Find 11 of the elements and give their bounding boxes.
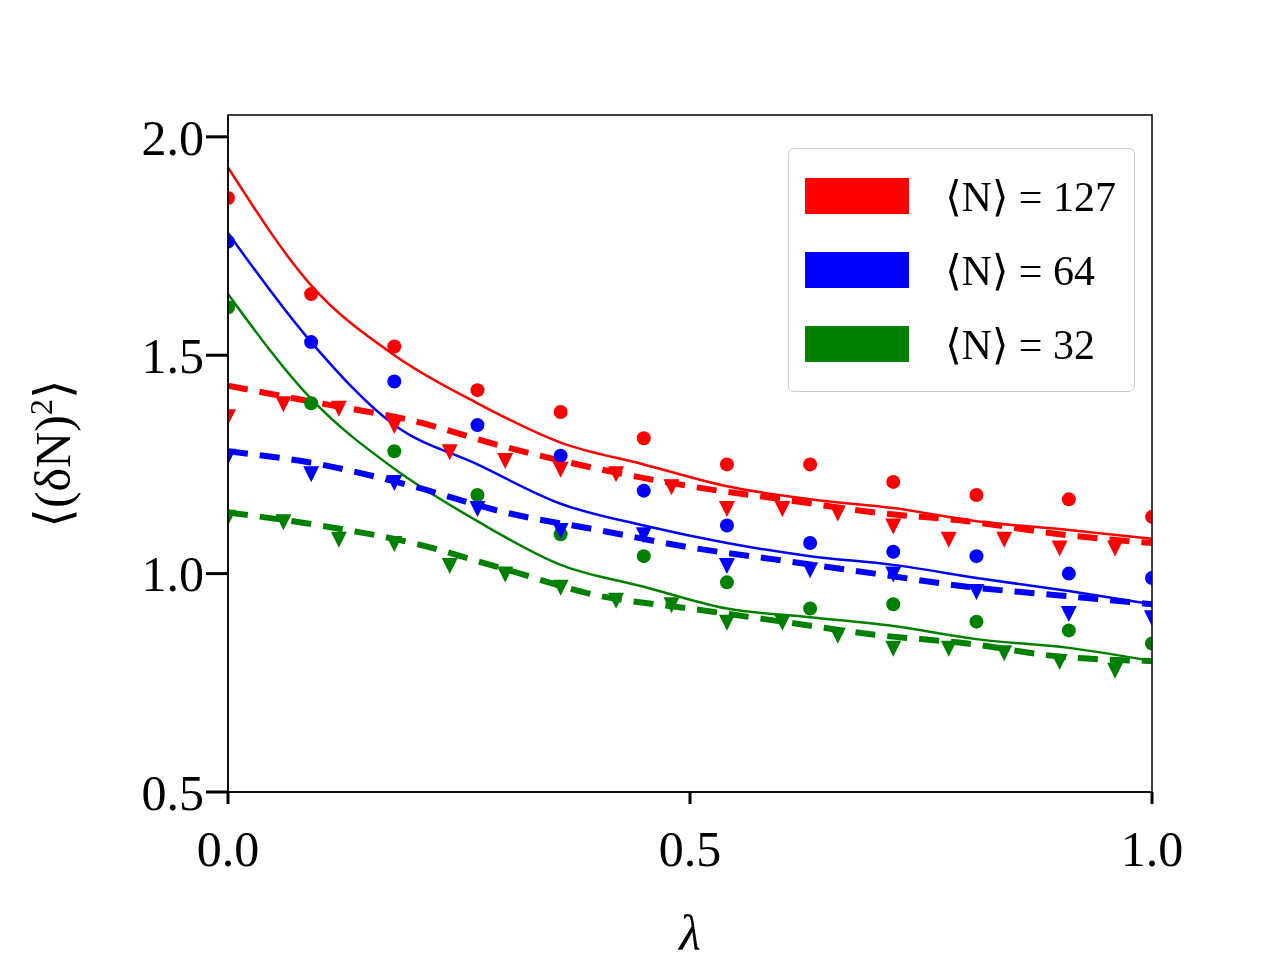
legend-label: ⟨N⟩ = 127: [945, 172, 1116, 221]
x-axis-title: λ: [677, 905, 701, 960]
x-tick-label: 0.5: [658, 820, 722, 877]
y-tick-label: 2.0: [141, 109, 204, 166]
y-tick-label: 0.5: [141, 764, 204, 821]
legend-label: ⟨N⟩ = 32: [945, 320, 1095, 369]
x-tick-label: 0.0: [196, 820, 260, 877]
x-tick-label: 1.0: [1120, 820, 1184, 877]
y-tick-label: 1.0: [141, 546, 204, 603]
y-tick-label: 1.5: [141, 327, 204, 384]
legend-label: ⟨N⟩ = 64: [945, 246, 1095, 295]
